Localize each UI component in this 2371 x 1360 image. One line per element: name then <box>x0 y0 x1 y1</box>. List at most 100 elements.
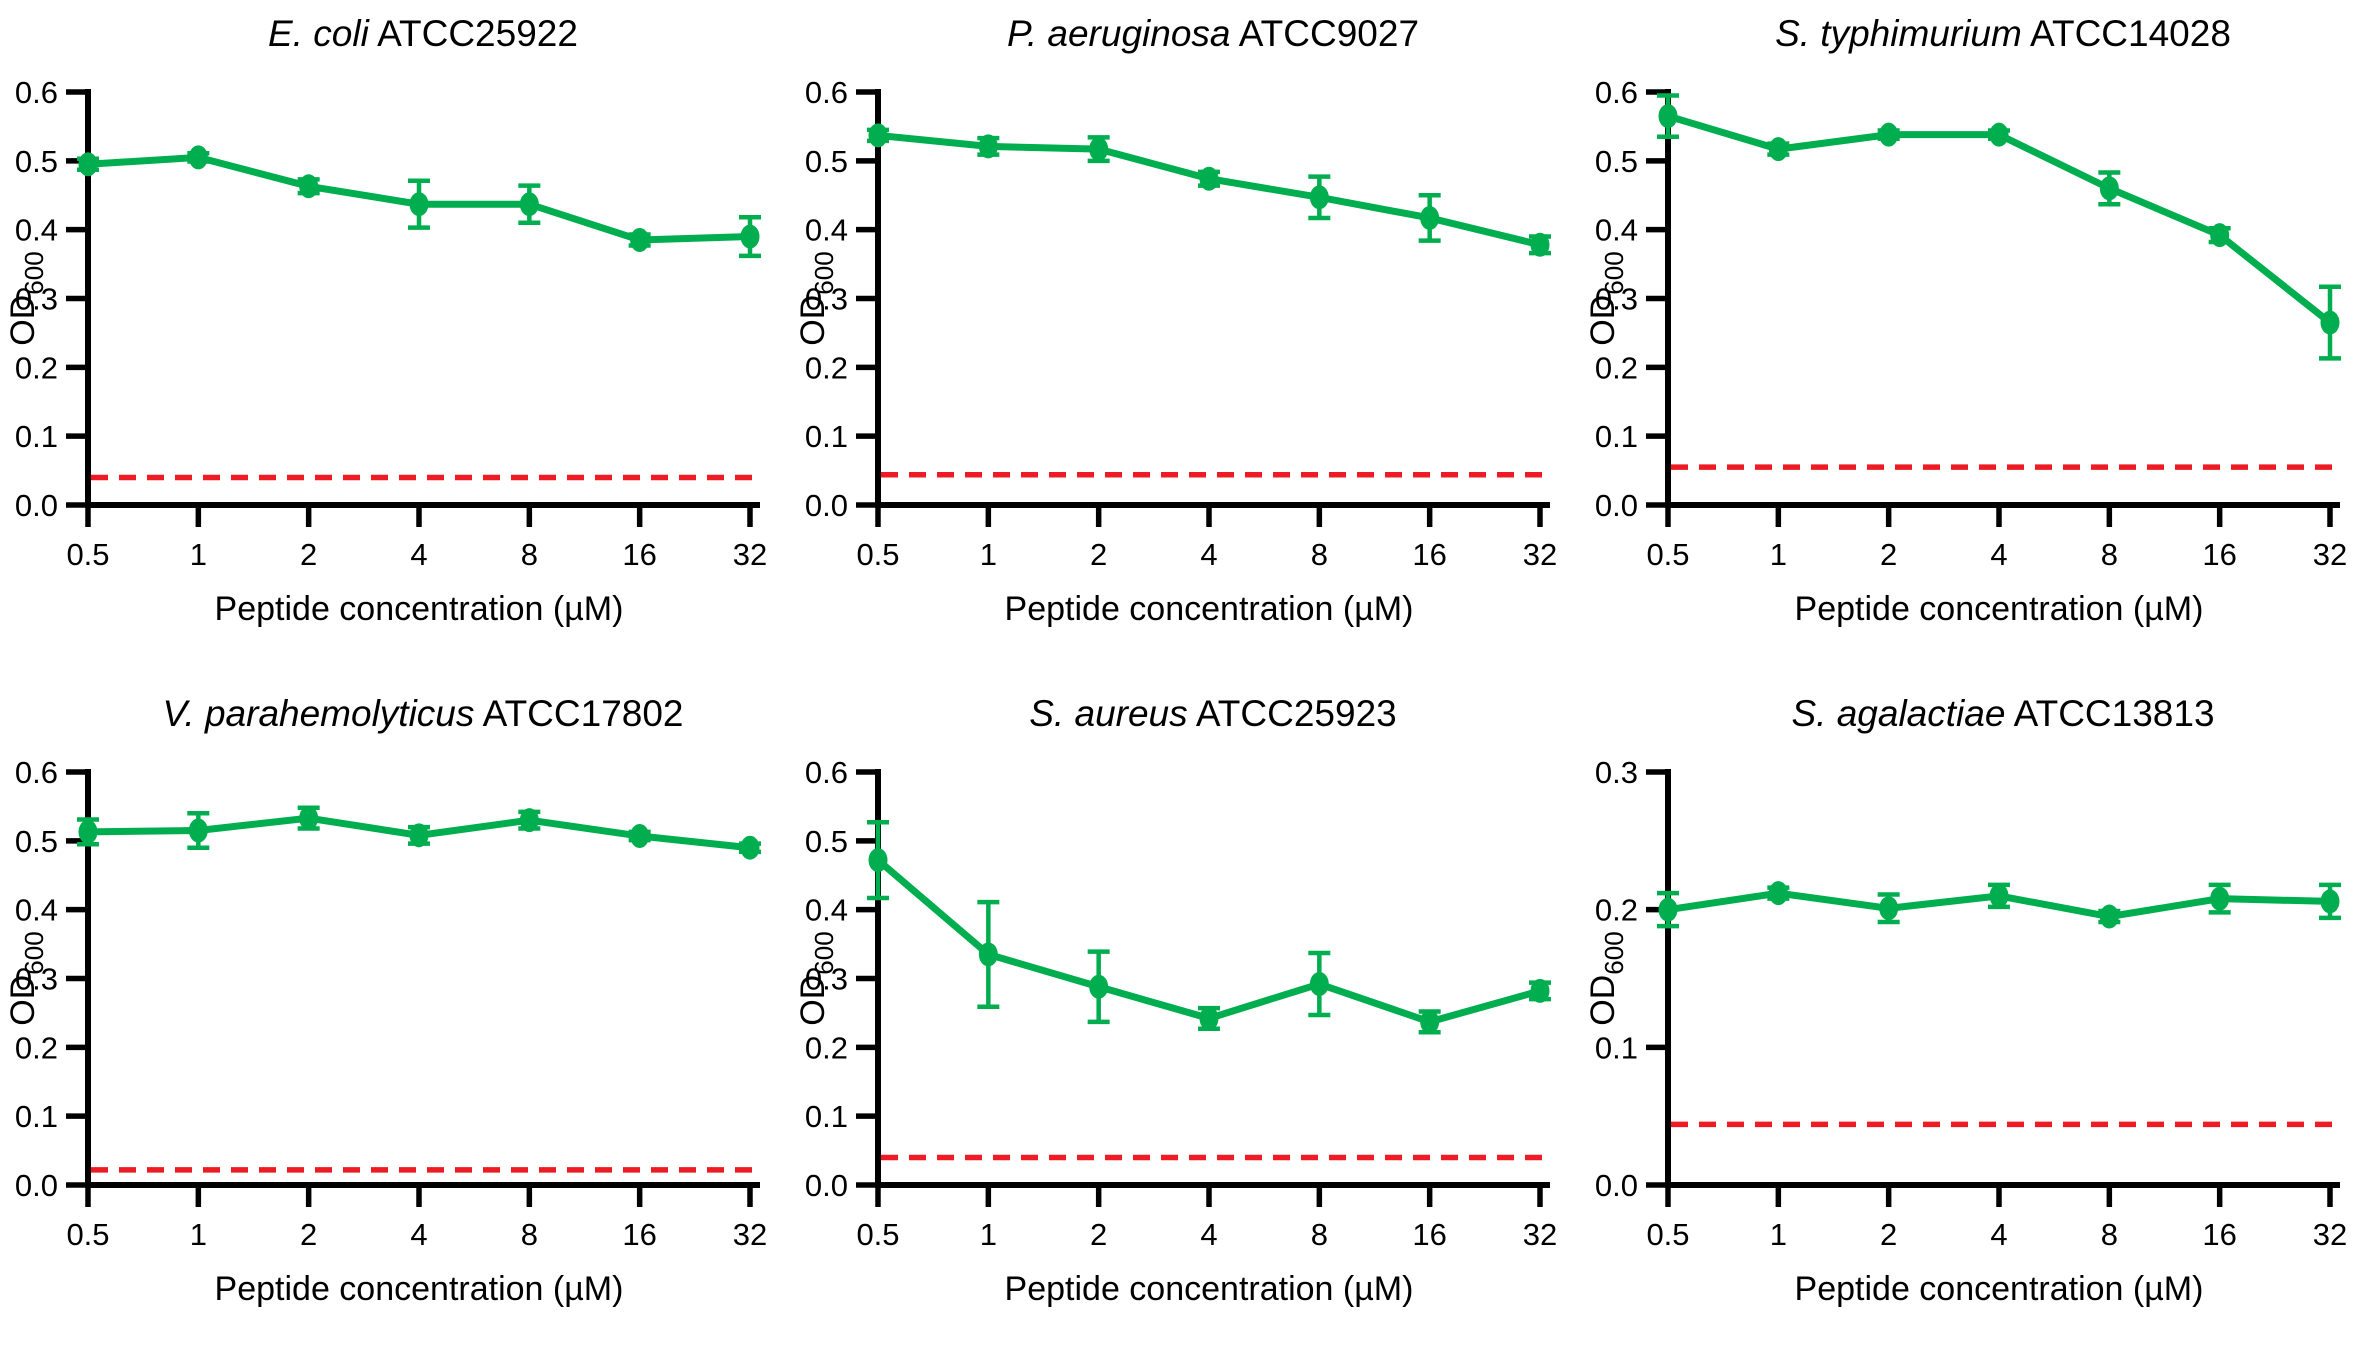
data-point-marker <box>1089 137 1109 162</box>
y-tick-label: 0.4 <box>805 213 848 248</box>
y-axis-title: OD600 <box>4 931 49 1025</box>
data-point-marker <box>1420 205 1440 230</box>
chart-panel-sagalactiae: S. agalactiae ATCC13813 0.0 0.1 0.2 0.3 0.5 1… <box>1580 680 2370 1360</box>
data-point-marker <box>299 174 319 199</box>
strain-id: ATCC25923 <box>1195 693 1397 734</box>
x-axis-title: Peptide concentration (µM) <box>1795 590 2204 628</box>
species-name: V. parahemolyticus <box>162 693 475 734</box>
y-axis-title: OD600 <box>794 931 839 1025</box>
data-point-marker <box>1199 1006 1219 1031</box>
x-tick-label: 4 <box>1990 1217 2007 1252</box>
data-point-marker <box>1420 1009 1440 1034</box>
x-tick-label: 1 <box>980 537 997 572</box>
y-tick-label: 0.2 <box>1595 350 1638 385</box>
x-tick-label: 0.5 <box>856 537 899 572</box>
x-tick-label: 4 <box>1990 537 2007 572</box>
y-tick-label: 0.0 <box>805 1168 848 1203</box>
x-tick-label: 16 <box>2202 1217 2236 1252</box>
species-name: P. aeruginosa <box>1006 13 1231 54</box>
plot-svg-styphimurium: 0.0 0.1 0.2 0.3 0.4 0.5 0.6 0.5 1 2 4 8 16 32 Peptide … <box>1584 75 2347 628</box>
x-tick-label: 32 <box>1523 537 1557 572</box>
x-axis-title: Peptide concentration (µM) <box>215 1270 624 1308</box>
x-tick-label: 8 <box>2101 1217 2118 1252</box>
data-point-marker <box>740 835 760 860</box>
y-tick-label: 0.6 <box>1595 75 1638 110</box>
x-tick-label: 1 <box>190 1217 207 1252</box>
y-tick-label: 0.3 <box>1595 755 1638 790</box>
x-tick-label: 32 <box>733 537 767 572</box>
data-point-marker <box>1879 896 1899 921</box>
y-tick-label: 0.1 <box>15 1099 58 1134</box>
data-point-marker <box>1768 137 1788 162</box>
data-point-marker <box>1309 185 1329 210</box>
y-tick-label: 0.1 <box>1595 1030 1638 1065</box>
y-tick-label: 0.2 <box>805 1030 848 1065</box>
plot-svg-sagalactiae: 0.0 0.1 0.2 0.3 0.5 1 2 4 8 16 32 Peptide concentra… <box>1584 755 2347 1308</box>
x-tick-label: 0.5 <box>66 1217 109 1252</box>
chart-title: S. agalactiae ATCC13813 <box>1608 692 2371 736</box>
species-name: S. aureus <box>1029 693 1188 734</box>
data-point-marker <box>2320 310 2340 335</box>
x-tick-label: 8 <box>2101 537 2118 572</box>
data-point-marker <box>1879 122 1899 147</box>
x-tick-label: 2 <box>300 1217 317 1252</box>
y-tick-label: 0.6 <box>15 755 58 790</box>
x-tick-label: 4 <box>1200 1217 1217 1252</box>
x-tick-label: 2 <box>300 537 317 572</box>
y-tick-label: 0.4 <box>805 893 848 928</box>
x-axis-title: Peptide concentration (µM) <box>1005 1270 1414 1308</box>
x-tick-label: 8 <box>1311 1217 1328 1252</box>
data-point-marker <box>1658 104 1678 129</box>
data-point-marker <box>1089 974 1109 999</box>
data-point-marker <box>630 824 650 849</box>
data-point-marker <box>78 819 98 844</box>
y-tick-label: 0.0 <box>1595 488 1638 523</box>
data-point-marker <box>519 808 539 833</box>
chart-panel-vparahemolyticus: V. parahemolyticus ATCC17802 0.0 0.1 0.2 0.… <box>0 680 790 1360</box>
y-tick-label: 0.4 <box>15 213 58 248</box>
x-tick-label: 2 <box>1090 1217 1107 1252</box>
x-tick-label: 8 <box>521 1217 538 1252</box>
x-tick-label: 16 <box>1412 537 1446 572</box>
y-tick-label: 0.0 <box>1595 1168 1638 1203</box>
data-point-marker <box>1530 232 1550 257</box>
x-tick-label: 2 <box>1880 537 1897 572</box>
x-tick-label: 0.5 <box>1646 537 1689 572</box>
y-tick-label: 0.2 <box>805 350 848 385</box>
x-tick-label: 32 <box>733 1217 767 1252</box>
x-tick-label: 4 <box>1200 537 1217 572</box>
data-point-marker <box>2099 176 2119 201</box>
y-axis-title: OD600 <box>1584 931 1629 1025</box>
x-tick-label: 1 <box>1770 537 1787 572</box>
data-point-marker <box>630 227 650 252</box>
data-point-marker <box>868 123 888 148</box>
x-tick-label: 4 <box>410 537 427 572</box>
y-tick-label: 0.2 <box>15 1030 58 1065</box>
y-tick-label: 0.5 <box>15 824 58 859</box>
data-point-marker <box>978 134 998 159</box>
data-point-marker <box>740 224 760 249</box>
chart-title: P. aeruginosa ATCC9027 <box>818 12 1608 56</box>
data-point-marker <box>978 942 998 967</box>
x-tick-label: 2 <box>1880 1217 1897 1252</box>
x-tick-label: 32 <box>2313 1217 2347 1252</box>
y-axis-title: OD600 <box>794 251 839 345</box>
species-name: S. typhimurium <box>1775 13 2022 54</box>
y-tick-label: 0.2 <box>1595 893 1638 928</box>
x-tick-label: 16 <box>622 1217 656 1252</box>
y-tick-label: 0.6 <box>15 75 58 110</box>
strain-id: ATCC17802 <box>482 693 684 734</box>
x-tick-label: 1 <box>1770 1217 1787 1252</box>
y-tick-label: 0.5 <box>1595 144 1638 179</box>
y-tick-label: 0.5 <box>15 144 58 179</box>
chart-panel-ecoli: E. coli ATCC25922 0.0 0.1 0.2 0.3 0.4 0.5 0.6 0… <box>0 0 790 680</box>
y-tick-label: 0.3 <box>805 962 848 997</box>
data-point-marker <box>299 806 319 831</box>
series-line <box>875 857 1541 1026</box>
x-tick-label: 4 <box>410 1217 427 1252</box>
data-point-marker <box>1530 978 1550 1003</box>
x-axis-title: Peptide concentration (µM) <box>215 590 624 628</box>
x-tick-label: 0.5 <box>1646 1217 1689 1252</box>
y-tick-label: 0.0 <box>15 1168 58 1203</box>
